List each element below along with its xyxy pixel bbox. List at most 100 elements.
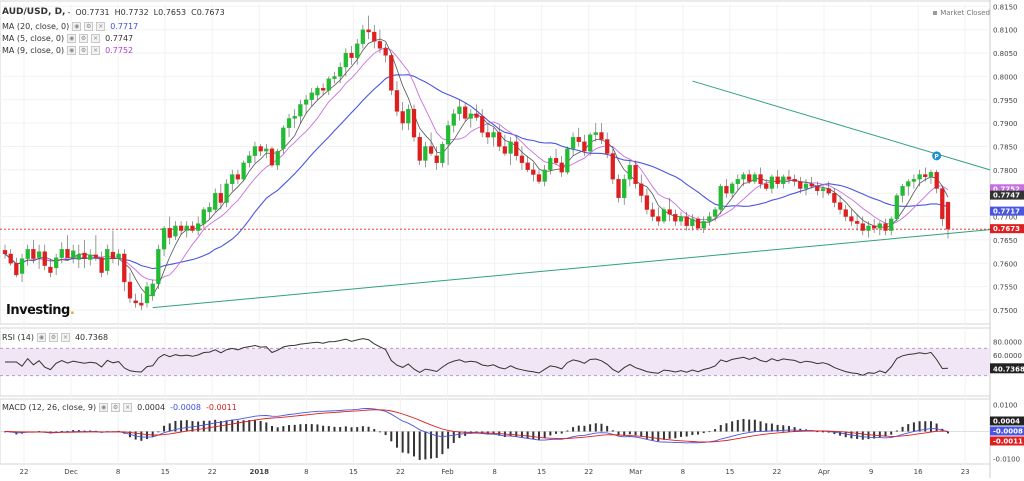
candle-body — [457, 106, 462, 114]
settings-icon[interactable]: ⚙ — [84, 22, 94, 31]
candle-body — [224, 183, 229, 203]
candle-body — [303, 99, 309, 105]
candle-body — [491, 132, 496, 138]
macd-histogram-bar — [645, 431, 648, 439]
macd-signal-line — [4, 409, 949, 443]
candle-body — [928, 172, 934, 177]
candle-body — [945, 201, 951, 230]
close-icon[interactable]: × — [91, 34, 101, 43]
macd-histogram-bar — [248, 420, 251, 432]
close-icon[interactable]: × — [91, 46, 101, 55]
eye-icon[interactable]: ◉ — [67, 34, 77, 43]
y-tick-label: 0.8100 — [993, 27, 1018, 35]
macd-histogram-bar — [537, 431, 540, 440]
x-tick-label: 8 — [681, 468, 685, 476]
candle-body — [71, 250, 76, 258]
macd-histogram-bar — [577, 425, 580, 432]
settings-icon[interactable]: ⚙ — [79, 34, 89, 43]
candle-body — [718, 186, 723, 210]
macd-histogram-bar — [163, 425, 166, 432]
eye-icon[interactable]: ◉ — [72, 22, 82, 31]
macd-value-3: -0.0011 — [205, 403, 237, 412]
candle-body — [88, 254, 93, 260]
candle-body — [747, 174, 752, 182]
ma5-label: MA (5, close, 0) — [2, 34, 65, 43]
x-tick-label: 8 — [116, 468, 120, 476]
candle-body — [247, 155, 252, 163]
settings-icon[interactable]: ⚙ — [79, 46, 89, 55]
candle-body — [565, 148, 570, 173]
candle-body — [105, 249, 110, 271]
macd-histogram-bar — [168, 423, 171, 432]
candle-body — [752, 174, 757, 182]
macd-histogram-bar — [520, 431, 523, 438]
ma5-legend: MA (5, close, 0) ◉ ⚙ × 0.7747 — [2, 34, 133, 43]
candle-body — [2, 250, 8, 255]
candle-body — [349, 52, 354, 58]
low-value: L0.7653 — [153, 7, 187, 17]
macd-histogram-bar — [373, 428, 376, 432]
macd-value-tag — [990, 416, 1024, 426]
close-icon[interactable]: × — [123, 403, 133, 412]
macd-tick-label: -0.0100 — [993, 456, 1020, 464]
close-icon[interactable]: × — [60, 333, 70, 342]
candle-body — [213, 193, 218, 210]
rsi-legend: RSI (14) ◉ ⚙ × 40.7368 — [2, 333, 108, 342]
candle-body — [542, 169, 547, 182]
macd-histogram-bar — [691, 431, 694, 435]
eye-icon[interactable]: ◉ — [36, 333, 46, 342]
macd-histogram-bar — [594, 423, 597, 432]
ma9-legend: MA (9, close, 0) ◉ ⚙ × 0.7752 — [2, 46, 133, 55]
macd-histogram-bar — [765, 423, 768, 432]
logo-dot: . — [69, 303, 75, 318]
eye-icon[interactable]: ◉ — [67, 46, 77, 55]
candle-body — [934, 172, 939, 189]
macd-histogram-bar — [651, 431, 654, 441]
close-icon[interactable]: × — [96, 22, 106, 31]
macd-value-tag-label: -0.0008 — [993, 428, 1023, 436]
candle-body — [906, 181, 911, 187]
settings-icon[interactable]: ⚙ — [111, 403, 121, 412]
axis-price-tag-label: 0.7673 — [993, 225, 1020, 233]
candle-body — [167, 228, 172, 238]
macd-histogram-bar — [708, 431, 711, 433]
macd-histogram-bar — [560, 431, 563, 434]
candle-body — [377, 41, 383, 49]
candle-body — [445, 125, 451, 145]
candle-body — [394, 90, 400, 112]
pivot-marker-icon — [932, 151, 942, 161]
macd-histogram-bar — [861, 431, 864, 440]
candle-body — [707, 216, 712, 222]
candle-body — [605, 139, 610, 154]
macd-histogram-bar — [77, 430, 80, 432]
close-value: C0.7673 — [191, 7, 225, 17]
axis-price-tag — [990, 206, 1024, 216]
candle-body — [502, 146, 508, 154]
macd-histogram-bar — [532, 431, 535, 440]
candle-body — [332, 76, 337, 79]
macd-histogram-bar — [146, 431, 149, 440]
macd-histogram-bar — [640, 431, 643, 437]
x-tick-label: 8 — [492, 468, 496, 476]
macd-histogram-bar — [600, 423, 603, 432]
macd-value-tag — [990, 436, 1024, 446]
macd-histogram-bar — [685, 431, 688, 437]
macd-histogram-bar — [310, 424, 313, 432]
candle-body — [326, 78, 331, 91]
macd-histogram-bar — [390, 431, 393, 442]
candle-body — [678, 216, 684, 222]
candle-body — [400, 111, 405, 124]
candle-body — [582, 141, 587, 152]
macd-histogram-bar — [367, 426, 370, 432]
candle-body — [463, 106, 468, 119]
macd-histogram-bar — [748, 419, 751, 432]
settings-icon[interactable]: ⚙ — [48, 333, 58, 342]
candle-body — [82, 252, 87, 259]
candle-body — [815, 186, 820, 192]
eye-icon[interactable]: ◉ — [99, 403, 109, 412]
macd-histogram-bar — [566, 430, 569, 432]
macd-histogram-bar — [140, 431, 143, 441]
candle-body — [667, 209, 672, 215]
